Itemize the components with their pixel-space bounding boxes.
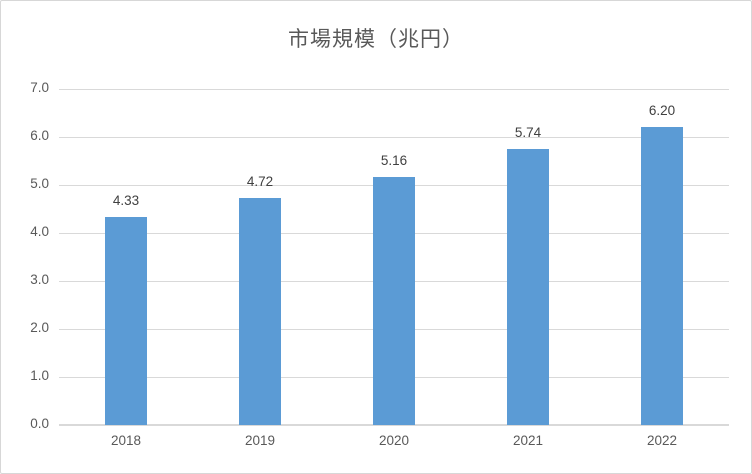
x-tick-label-2022: 2022 [646,433,678,448]
y-tick-label: 7.0 [30,80,49,95]
y-tick-label: 4.0 [30,224,49,239]
y-tick-label: 6.0 [30,128,49,143]
data-label-2019: 4.72 [246,174,274,190]
bar-2022 [641,127,683,425]
bar-2020 [373,177,415,425]
data-label-2022: 6.20 [648,103,676,119]
y-tick-label: 1.0 [30,368,49,383]
chart-title: 市場規模（兆円） [288,28,464,51]
plot-area: 4.33 4.72 5.16 5.74 6.20 [59,88,729,426]
x-tick-label-2021: 2021 [512,433,544,448]
gridline [59,88,729,90]
gridline [59,136,729,138]
bar-2019 [239,198,281,425]
x-tick-label-2019: 2019 [244,433,276,448]
y-tick-label: 0.0 [30,416,49,431]
y-tick-label: 2.0 [30,320,49,335]
data-label-2021: 5.74 [514,125,542,141]
bar-2018 [105,217,147,425]
data-label-2020: 5.16 [380,153,408,169]
x-tick-label-2020: 2020 [378,433,410,448]
y-axis-tick-labels: 0.0 1.0 2.0 3.0 4.0 5.0 6.0 7.0 [1,80,49,431]
x-tick-label-2018: 2018 [110,433,142,448]
x-axis-tick-labels: 2018 2019 2020 2021 2022 [59,433,729,453]
bar-2021 [507,149,549,425]
y-tick-label: 3.0 [30,272,49,287]
x-axis-line [59,424,729,426]
data-label-2018: 4.33 [112,193,140,209]
y-tick-label: 5.0 [30,176,49,191]
